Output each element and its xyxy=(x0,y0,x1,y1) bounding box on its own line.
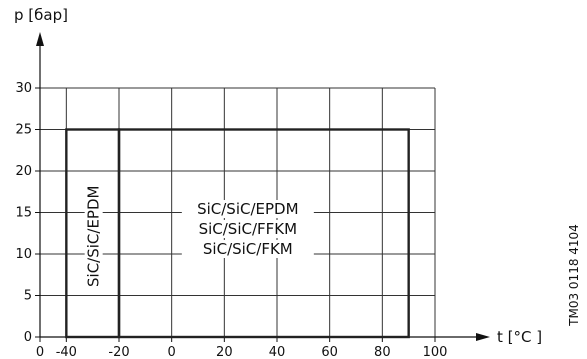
x-axis-arrow-icon xyxy=(476,333,490,341)
region-label-background xyxy=(181,220,314,238)
region-label: SiC/SiC/EPDM xyxy=(197,200,298,218)
region-rect xyxy=(117,128,410,339)
region-label-background xyxy=(84,178,103,295)
region-label-background xyxy=(181,200,314,218)
y-tick-label: 10 xyxy=(15,247,32,262)
y-tick-label: 5 xyxy=(24,289,32,304)
document-id-label: TM03 0118 4104 xyxy=(567,224,581,327)
x-tick-label: 20 xyxy=(216,345,233,359)
x-tick-label: -20 xyxy=(108,345,129,359)
x-tick-label: 100 xyxy=(423,345,448,359)
y-tick-label: 0 xyxy=(24,330,32,345)
x-tick-label: -40 xyxy=(56,345,77,359)
x-tick-label: 80 xyxy=(374,345,391,359)
y-axis-title: p [бар] xyxy=(14,6,68,24)
y-axis-arrow-icon xyxy=(36,32,44,46)
x-tick-label: 0 xyxy=(168,345,176,359)
x-tick-label: 0 xyxy=(36,345,44,359)
x-axis-title: t [°C ] xyxy=(497,328,542,346)
y-tick-label: 30 xyxy=(15,81,32,96)
x-tick-label: 40 xyxy=(269,345,286,359)
region-label-background xyxy=(181,240,314,258)
y-tick-label: 15 xyxy=(15,206,32,221)
region-label: SiC/SiC/EPDM xyxy=(85,186,103,287)
region-label: SiC/SiC/FKM xyxy=(203,240,293,258)
y-tick-label: 20 xyxy=(15,164,32,179)
x-tick-label: 60 xyxy=(321,345,338,359)
region-label: SiC/SiC/FFKM xyxy=(199,220,297,238)
y-tick-label: 25 xyxy=(15,123,32,138)
